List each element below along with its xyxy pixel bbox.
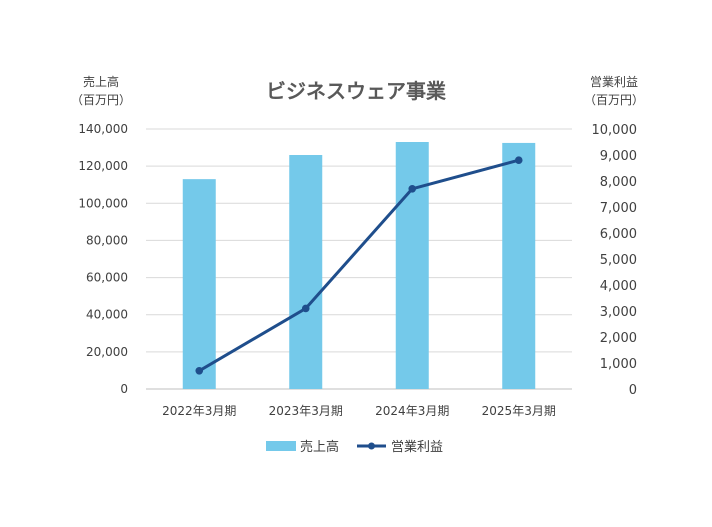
y-right-tick-label: 0 bbox=[629, 383, 637, 398]
y-right-axis-label-line2: （百万円） bbox=[584, 93, 644, 107]
y-right-tick-label: 1,000 bbox=[600, 357, 637, 372]
y-left-tick-label: 120,000 bbox=[78, 159, 128, 173]
bar bbox=[182, 179, 216, 389]
line-series bbox=[195, 156, 523, 375]
bar-series bbox=[182, 142, 536, 389]
y-left-tick-label: 40,000 bbox=[86, 308, 128, 322]
y-left-tick-label: 140,000 bbox=[78, 122, 128, 136]
y-right-tick-label: 3,000 bbox=[600, 305, 637, 320]
line-point bbox=[408, 185, 417, 193]
legend: 売上高 営業利益 bbox=[266, 439, 443, 455]
y-right-tick-label: 6,000 bbox=[600, 227, 637, 242]
y-right-axis-label-line1: 営業利益 bbox=[590, 75, 638, 89]
y-right-tick-label: 8,000 bbox=[600, 175, 637, 190]
y-right-tick-label: 10,000 bbox=[592, 123, 638, 138]
y-right-tick-label: 4,000 bbox=[600, 279, 637, 294]
chart-title: ビジネスウェア事業 bbox=[266, 79, 447, 103]
y-left-axis-label-line1: 売上高 bbox=[83, 74, 119, 89]
y-left-tick-label: 60,000 bbox=[86, 271, 128, 285]
x-tick-label: 2023年3月期 bbox=[269, 404, 343, 418]
y-right-tick-label: 7,000 bbox=[600, 201, 637, 216]
gridlines bbox=[146, 128, 572, 390]
y-left-axis-label-line2: （百万円） bbox=[71, 93, 131, 107]
line-point bbox=[301, 304, 310, 313]
legend-line-marker bbox=[368, 442, 375, 450]
y-right-ticks: 0 1,000 2,000 3,000 4,000 5,000 6,000 7,000 8,00… bbox=[592, 123, 638, 398]
line-point bbox=[514, 156, 523, 164]
x-tick-label: 2025年3月期 bbox=[482, 404, 556, 418]
x-tick-label: 2022年3月期 bbox=[162, 404, 236, 418]
legend-line-label: 営業利益 bbox=[391, 439, 443, 455]
legend-bar-swatch bbox=[266, 441, 296, 451]
bar bbox=[502, 142, 536, 389]
y-left-tick-label: 100,000 bbox=[78, 196, 128, 210]
bar bbox=[395, 142, 429, 389]
y-right-tick-label: 9,000 bbox=[600, 149, 637, 164]
x-ticks: 2022年3月期 2023年3月期 2024年3月期 2025年3月期 bbox=[162, 404, 556, 418]
series-line bbox=[198, 158, 520, 373]
y-right-tick-label: 5,000 bbox=[600, 253, 637, 268]
y-left-tick-label: 80,000 bbox=[86, 233, 128, 247]
y-left-tick-label: 0 bbox=[120, 382, 128, 396]
line-point bbox=[195, 367, 204, 375]
x-tick-label: 2024年3月期 bbox=[375, 404, 449, 418]
y-left-tick-label: 20,000 bbox=[86, 345, 128, 359]
y-right-tick-label: 2,000 bbox=[600, 331, 637, 346]
legend-bar-label: 売上高 bbox=[300, 439, 339, 455]
y-left-ticks: 0 20,000 40,000 60,000 80,000 100,000 120,000 1… bbox=[78, 122, 128, 396]
bar bbox=[289, 155, 323, 389]
